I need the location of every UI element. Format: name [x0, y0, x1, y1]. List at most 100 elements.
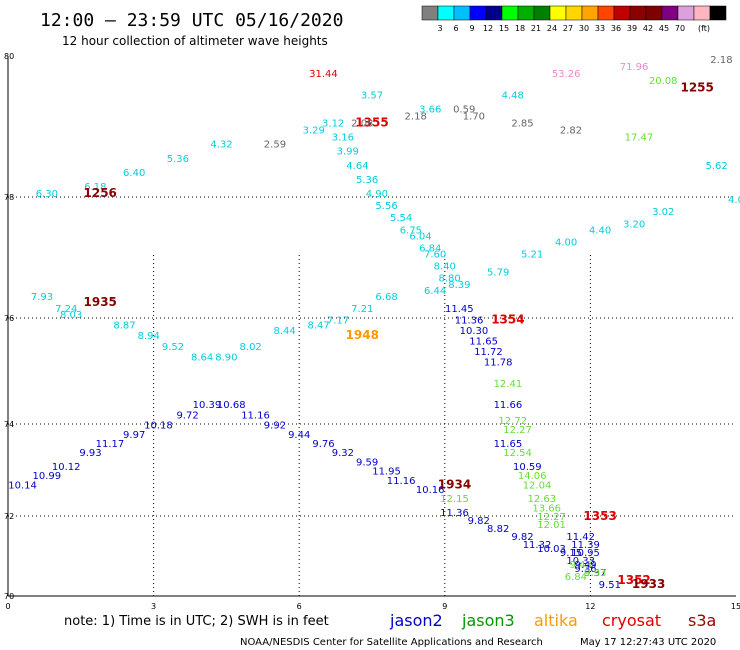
timestamp: May 17 12:27:43 UTC 2020: [580, 637, 716, 648]
wave-height-label: 3.99: [337, 147, 359, 158]
color-scale-legend: 3 6 9 12 15 18 21 24 27 30 33 36 39 42 45 70 (ft): [421, 5, 727, 33]
pass-id-label: 1948: [346, 328, 379, 342]
wave-height-label: 11.16: [387, 476, 416, 487]
wave-height-label: 0.59: [453, 104, 475, 115]
wave-height-label: 10.33: [566, 556, 595, 567]
wave-height-label: 8.82: [487, 524, 509, 535]
wave-height-label: 10.12: [52, 462, 81, 473]
pass-id-label: 1355: [355, 116, 388, 130]
plot-frame: [7, 56, 736, 597]
scale-swatch: [533, 5, 551, 21]
scale-swatch: [709, 5, 727, 21]
wave-height-label: 12.27: [537, 512, 566, 523]
scale-swatch: [629, 5, 647, 21]
wave-height-label: 4.40: [589, 225, 611, 236]
wave-height-label: 6.44: [424, 286, 446, 297]
scale-label: 33: [595, 24, 605, 33]
scale-label: 30: [579, 24, 589, 33]
scale-swatch: [645, 5, 663, 21]
wave-height-label: 3.29: [303, 126, 325, 137]
wave-height-label: 6.84: [565, 572, 587, 583]
wave-height-label: 6.40: [123, 168, 145, 179]
data-labels: 6.30 6.18 6.40 5.36 4.32 3.293.12 3.16 3.99 4.64…: [8, 55, 740, 591]
wave-height-label: 11.39: [571, 540, 600, 551]
wave-height-label: 6.68: [375, 292, 397, 303]
wave-height-label: 8.40: [434, 262, 456, 273]
wave-height-label: 7.17: [327, 315, 349, 326]
wave-height-label: 3.57: [361, 90, 383, 101]
gridlines: [8, 196, 736, 596]
wave-height-label: 6.75: [400, 225, 422, 236]
scale-label: 24: [547, 24, 557, 33]
scale-swatch: [549, 5, 567, 21]
wave-height-label: 5.21: [521, 250, 543, 261]
scale-label: 18: [515, 24, 525, 33]
wave-height-label: 12.27: [503, 425, 532, 436]
wave-height-label: 4.90: [366, 189, 388, 200]
wave-height-label: 31.44: [309, 69, 338, 80]
y-axis-ticks: 80 78 76 74 72 70: [4, 52, 14, 601]
scale-swatch: [485, 5, 503, 21]
wave-height-label: 10.39: [193, 400, 222, 411]
wave-height-label: 11.36: [440, 508, 469, 519]
wave-height-label: 8.90: [215, 352, 237, 363]
wave-height-label: 2.59: [264, 140, 286, 151]
x-axis-ticks: 0 3 6 9 12 15: [5, 602, 740, 611]
wave-height-label: 4.64: [346, 161, 368, 172]
wave-height-label: 10.18: [144, 421, 173, 432]
x-tick-label: 9: [442, 602, 447, 611]
scale-swatch: [597, 5, 615, 21]
scale-label: 42: [643, 24, 653, 33]
wave-height-label: 2.85: [511, 119, 533, 130]
wave-height-label: 12.04: [523, 480, 552, 491]
wave-height-label: 2.18: [405, 111, 427, 122]
wave-height-label: 11.17: [96, 439, 125, 450]
wave-height-label: 6.04: [409, 231, 431, 242]
wave-height-label: 11.95: [372, 467, 401, 478]
scale-swatch: [565, 5, 583, 21]
wave-height-label: 10.68: [217, 400, 246, 411]
wave-height-label: 9.36: [574, 564, 596, 575]
wave-height-label: 9.82: [468, 516, 490, 527]
scale-label: 27: [563, 24, 573, 33]
scale-label: 15: [499, 24, 509, 33]
y-tick-label: 72: [4, 512, 14, 521]
scale-swatch: [677, 5, 695, 21]
wave-height-label: 6.18: [84, 182, 106, 193]
wave-height-label: 11.45: [445, 304, 474, 315]
x-tick-label: 3: [151, 602, 156, 611]
wave-height-label: 10.99: [33, 471, 62, 482]
scale-swatch: [613, 5, 631, 21]
wave-height-label: 10.14: [8, 480, 37, 491]
scale-label: 36: [611, 24, 621, 33]
wave-height-label: 9.93: [79, 448, 101, 459]
wave-height-label: 11.32: [523, 540, 552, 551]
scale-label: 21: [531, 24, 541, 33]
wave-height-label: 10.16: [416, 485, 445, 496]
wave-height-label: 7.21: [351, 304, 373, 315]
scale-label: 6: [453, 24, 458, 33]
wave-height-label: 4.32: [210, 140, 232, 151]
wave-height-label: 3.66: [419, 104, 441, 115]
wave-height-label: 10.30: [460, 326, 489, 337]
wave-height-label: 5.62: [705, 161, 727, 172]
wave-height-label: 13.66: [532, 503, 561, 514]
scale-swatch: [501, 5, 519, 21]
pass-id-label: 1935: [84, 295, 117, 309]
wave-height-label: 17.47: [625, 133, 654, 144]
wave-height-label: 5.56: [375, 201, 397, 212]
scale-label: 39: [627, 24, 637, 33]
wave-height-label: 12.63: [528, 494, 557, 505]
chart-subtitle: 12 hour collection of altimeter wave hei…: [62, 34, 328, 48]
wave-height-label: 12.01: [537, 520, 566, 531]
scale-swatch: [421, 5, 439, 21]
wave-height-label: 11.65: [469, 337, 498, 348]
chart-title: 12:00 – 23:59 UTC 05/16/2020: [40, 10, 343, 31]
x-tick-label: 12: [585, 602, 595, 611]
wave-height-label: 9.82: [511, 532, 533, 543]
wave-height-label: 9.92: [264, 421, 286, 432]
wave-height-label: 11.72: [474, 347, 503, 358]
wave-height-label: 8.02: [240, 342, 262, 353]
scale-label: 45: [659, 24, 669, 33]
